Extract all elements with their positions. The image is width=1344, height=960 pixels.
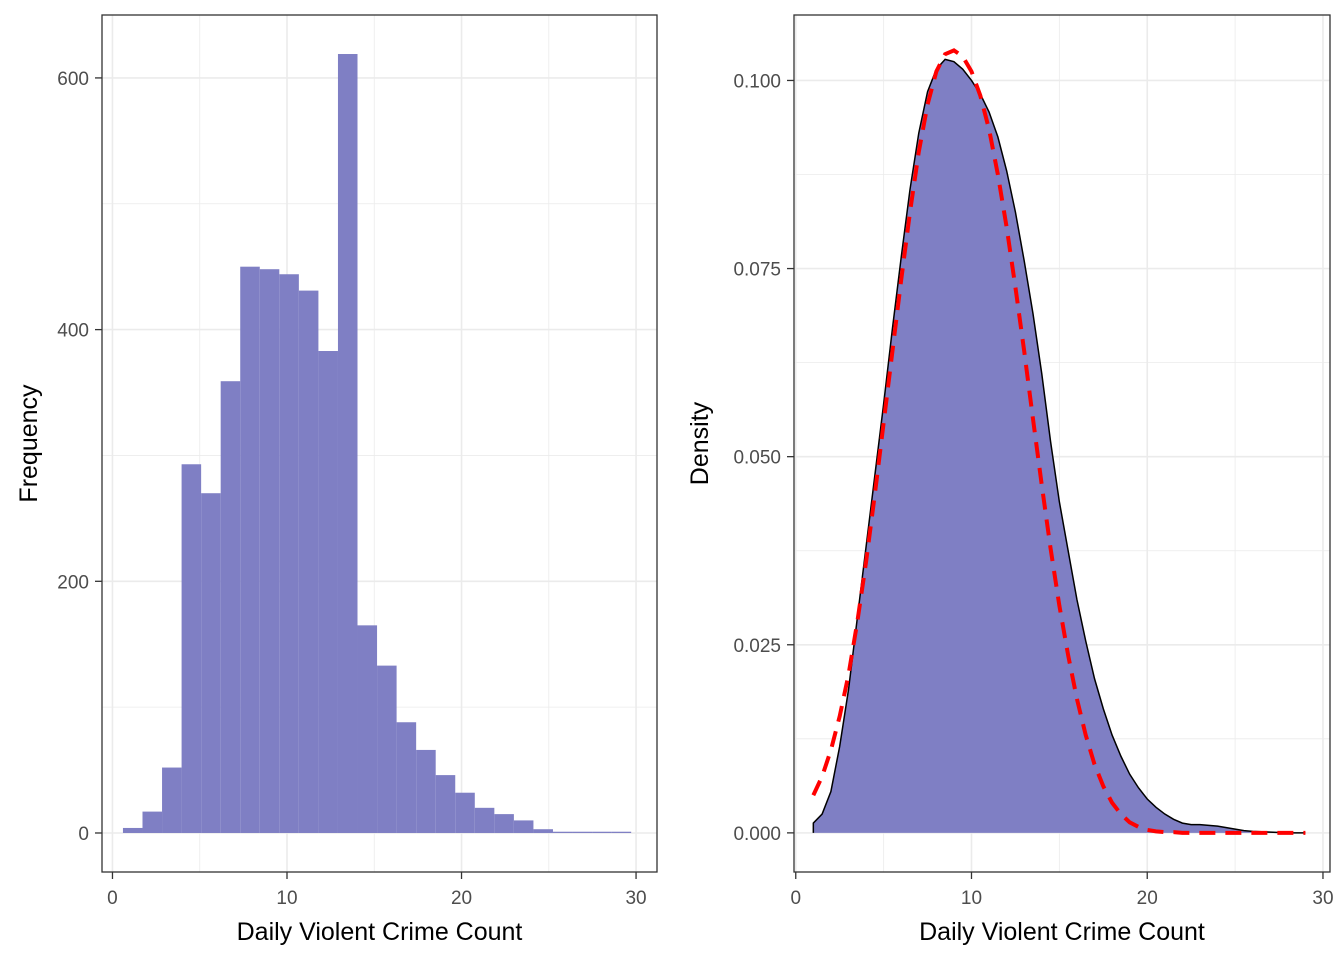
- x-tick-label: 30: [1312, 888, 1333, 909]
- density-x-axis-title: Daily Violent Crime Count: [919, 918, 1205, 946]
- x-tick-label: 10: [276, 888, 297, 909]
- histogram-y-ticks: 0 200 400 600: [57, 69, 102, 845]
- histogram-bar: [513, 820, 534, 833]
- x-tick-label: 0: [790, 888, 801, 909]
- y-tick-label: 400: [57, 321, 89, 342]
- histogram-bar: [455, 792, 475, 833]
- y-tick-label: 600: [57, 69, 89, 90]
- histogram-bar: [142, 811, 163, 833]
- reference-curve: [811, 48, 1306, 835]
- x-tick-label: 10: [961, 888, 982, 909]
- histogram-bar: [337, 54, 358, 833]
- histogram-bar: [220, 381, 241, 833]
- histogram-bar: [494, 814, 514, 833]
- histogram-panel-border: [101, 14, 658, 873]
- histogram-bar: [416, 749, 436, 833]
- histogram-bar: [240, 266, 260, 833]
- y-tick-label: 0.100: [733, 71, 781, 92]
- histogram-bar: [122, 827, 143, 833]
- density-y-ticks: 0.000 0.025 0.050 0.075 0.100: [733, 71, 794, 845]
- histogram-bar: [435, 775, 456, 833]
- y-tick-label: 0.075: [733, 260, 781, 281]
- histogram-bar: [377, 665, 397, 833]
- histogram-bar: [396, 722, 417, 833]
- histogram-bar: [611, 831, 632, 833]
- y-tick-label: 200: [57, 572, 89, 593]
- histogram-bars: [122, 54, 632, 833]
- histogram-y-axis-title: Frequency: [15, 384, 43, 503]
- y-tick-label: 0.050: [733, 448, 781, 469]
- histogram-x-axis-title: Daily Violent Crime Count: [237, 918, 523, 946]
- x-tick-label: 30: [625, 888, 646, 909]
- y-tick-label: 0.025: [733, 636, 781, 657]
- histogram-bar: [318, 351, 338, 833]
- histogram-panel: 0 10 20 30 0 200 400 600 Daily Violent Crime C…: [15, 14, 658, 946]
- y-tick-label: 0: [78, 824, 89, 845]
- density-y-axis-title: Density: [686, 401, 714, 485]
- histogram-bar: [162, 767, 182, 833]
- x-tick-label: 20: [1137, 888, 1158, 909]
- histogram-x-ticks: 0 10 20 30: [107, 872, 647, 909]
- x-tick-label: 0: [107, 888, 118, 909]
- density-x-ticks: 0 10 20 30: [790, 872, 1334, 909]
- x-tick-label: 20: [451, 888, 472, 909]
- density-panel: 0 10 20 30 0.000 0.025 0.050 0.075 0.100 Daily …: [686, 14, 1334, 946]
- histogram-bar: [533, 829, 553, 833]
- histogram-bar: [279, 274, 299, 833]
- histogram-bar: [592, 831, 612, 833]
- y-tick-label: 0.000: [733, 824, 781, 845]
- density-area: [813, 59, 1306, 833]
- histogram-bar: [181, 464, 202, 833]
- histogram-bar: [552, 831, 573, 833]
- histogram-bar: [298, 290, 319, 833]
- histogram-bar: [357, 625, 378, 833]
- density-outline: [812, 58, 1306, 834]
- histogram-bar: [572, 831, 593, 833]
- histogram-bar: [474, 807, 495, 833]
- histogram-bar: [259, 269, 280, 833]
- histogram-bar: [201, 493, 221, 833]
- density-marks: [811, 48, 1306, 835]
- density-panel-border: [793, 14, 1331, 873]
